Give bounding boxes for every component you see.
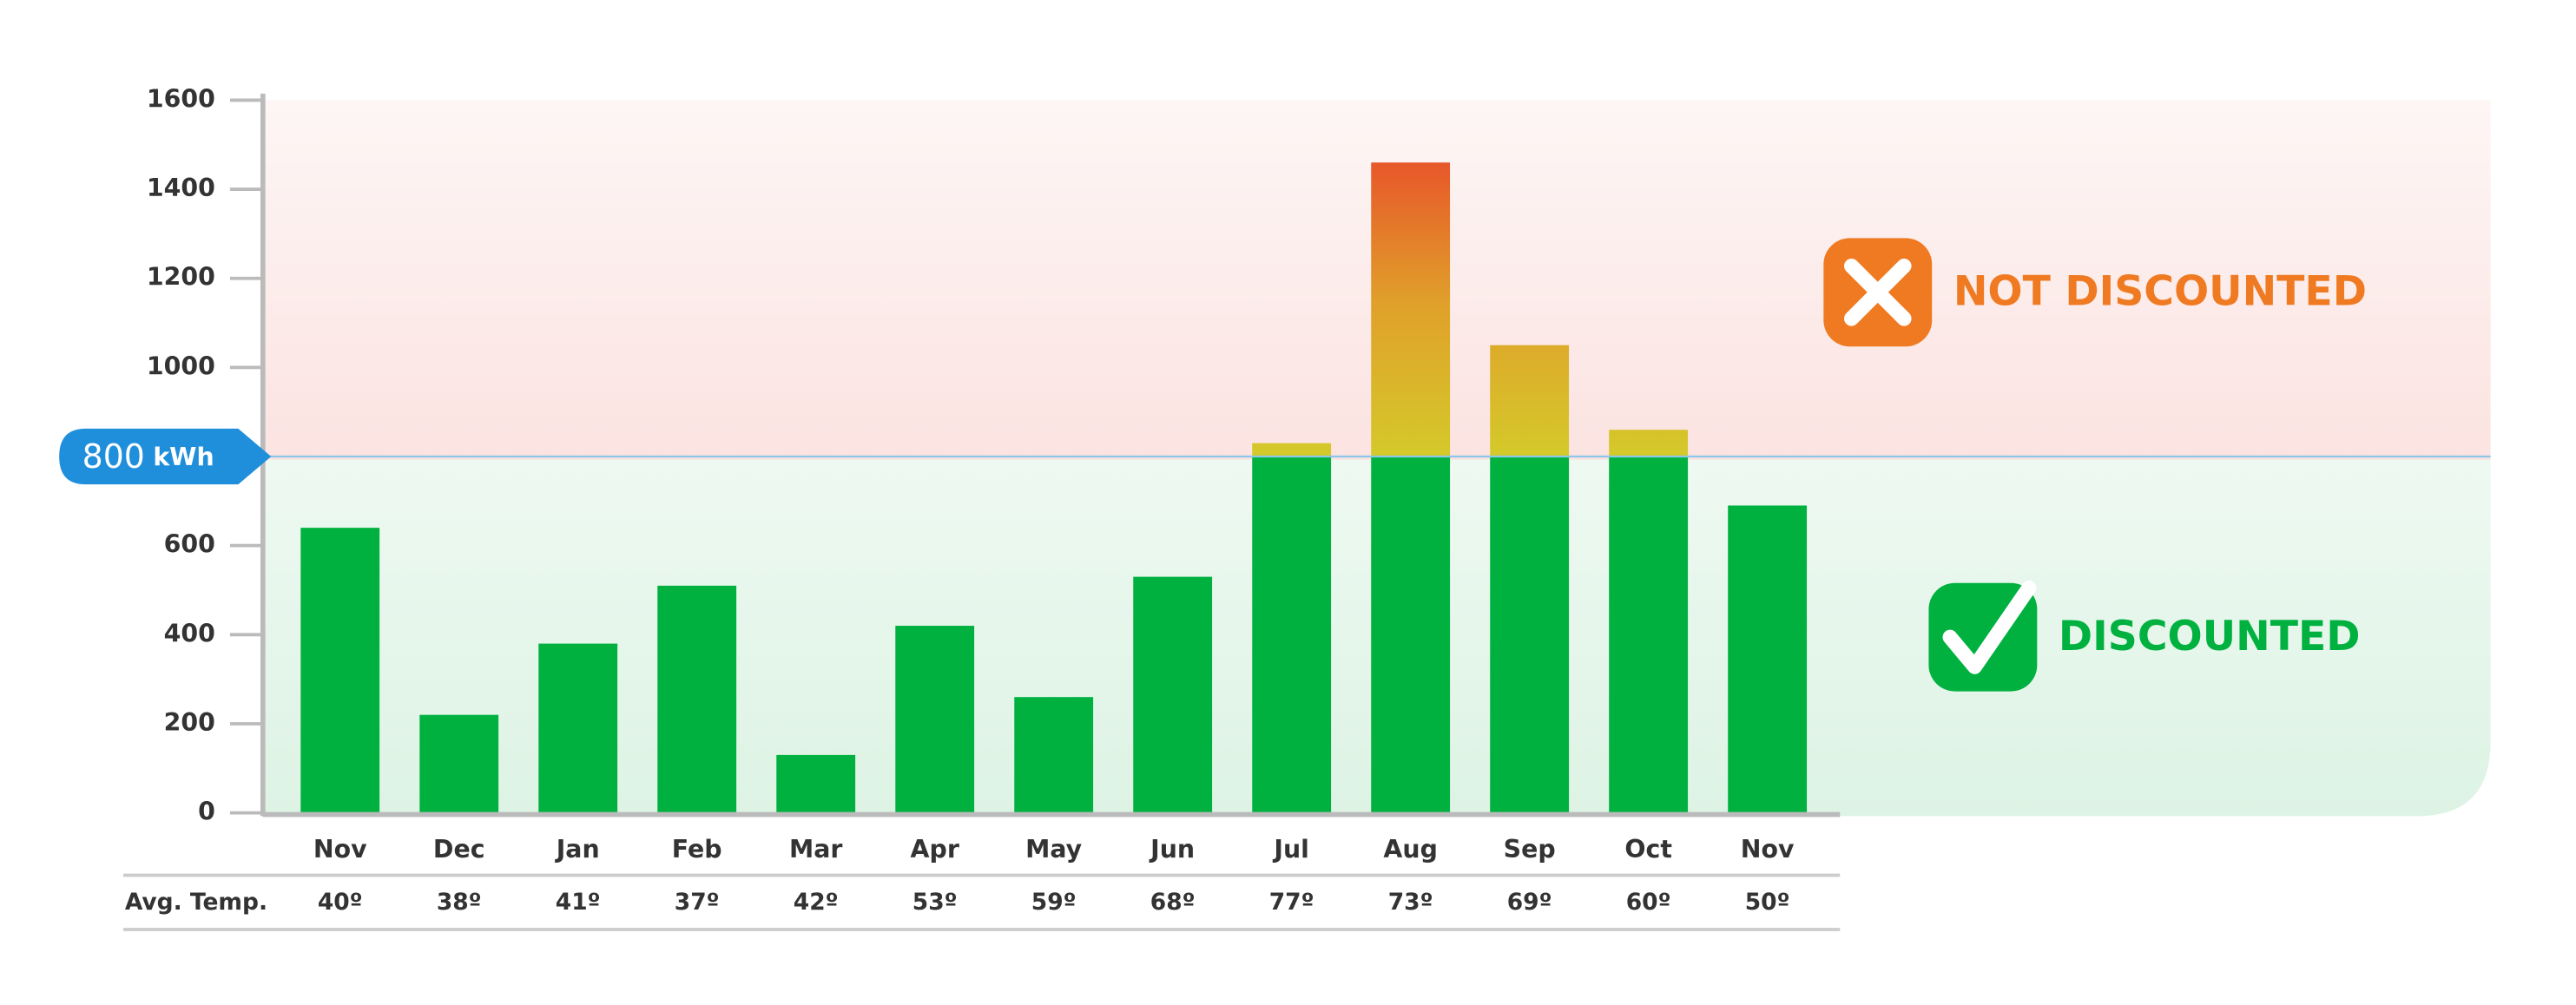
x-tick-label: Jun — [1149, 835, 1195, 864]
y-tick-label: 600 — [164, 530, 215, 559]
bar-segment — [1490, 345, 1570, 457]
temperature-label: Avg. Temp. — [125, 889, 267, 916]
bar-segment — [538, 643, 618, 813]
bar-segment — [1728, 505, 1808, 813]
bar-segment — [1609, 457, 1689, 813]
bar-segment — [1371, 162, 1451, 457]
temperature-value: 50º — [1745, 889, 1790, 916]
y-tick-label: 1200 — [147, 263, 215, 292]
temperature-value: 42º — [794, 889, 839, 916]
y-tick-label: 200 — [164, 708, 215, 737]
y-tick-label: 1400 — [147, 174, 215, 202]
temperature-value: 73º — [1388, 889, 1433, 916]
threshold-unit: kWh — [153, 443, 214, 471]
bar-segment — [895, 626, 975, 813]
bar-segment — [657, 585, 737, 813]
bar-segment — [419, 714, 499, 813]
temperature-value: 37º — [675, 889, 720, 916]
y-tick-label: 400 — [164, 619, 215, 647]
x-tick-label: Aug — [1383, 835, 1437, 864]
y-tick-label: 1000 — [147, 351, 215, 380]
legend-label: DISCOUNTED — [2059, 613, 2361, 660]
bar-segment — [1609, 430, 1689, 457]
x-tick-label: Jul — [1272, 835, 1308, 864]
temperature-value: 59º — [1031, 889, 1077, 916]
x-tick-label: Sep — [1504, 835, 1556, 864]
x-tick-label: Apr — [911, 835, 959, 864]
x-tick-label: Nov — [1741, 835, 1795, 864]
x-tick-label: Nov — [313, 835, 367, 864]
x-tick-label: Feb — [672, 835, 722, 864]
temperature-value: 60º — [1626, 889, 1671, 916]
x-tick-label: Dec — [433, 835, 485, 864]
threshold-label: 800 kWh — [82, 437, 214, 475]
bar-segment — [300, 528, 380, 813]
legend-label: NOT DISCOUNTED — [1953, 268, 2367, 316]
bar-segment — [1133, 576, 1213, 813]
temperature-value: 69º — [1507, 889, 1552, 916]
temperature-value: 41º — [556, 889, 601, 916]
x-mark — [1843, 259, 1912, 326]
y-tick-label: 1600 — [147, 84, 215, 113]
temperature-value: 68º — [1150, 889, 1196, 916]
threshold-value: 800 — [82, 437, 145, 475]
threshold-badge — [59, 428, 272, 485]
y-tick-label: 0 — [198, 798, 215, 826]
temperature-value: 77º — [1269, 889, 1314, 916]
bar-segment — [1371, 457, 1451, 813]
bar-segment — [1252, 443, 1332, 457]
x-tick-label: Jan — [555, 835, 600, 864]
bar-segment — [1014, 697, 1094, 813]
x-tick-label: Oct — [1624, 835, 1672, 864]
bar-segment — [1252, 457, 1332, 813]
temperature-value: 53º — [912, 889, 958, 916]
check-mark — [1942, 580, 2037, 674]
bar-segment — [776, 754, 856, 813]
bar-segment — [1490, 457, 1570, 813]
x-tick-label: May — [1025, 835, 1082, 864]
temperature-value: 40º — [318, 889, 363, 916]
x-tick-label: Mar — [789, 835, 842, 864]
temperature-value: 38º — [437, 889, 482, 916]
